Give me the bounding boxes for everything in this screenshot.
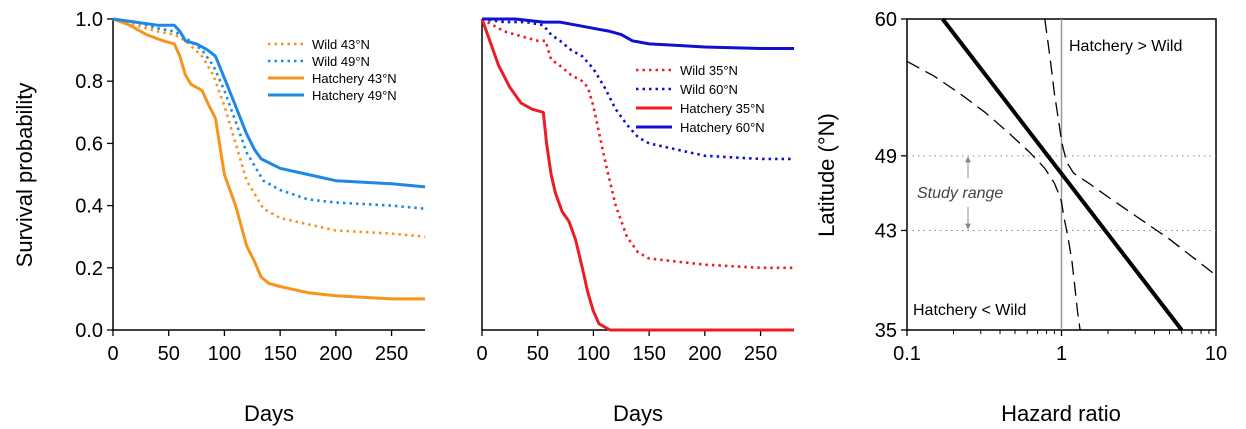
annotation-study-range: Study range [917, 185, 1003, 202]
legend-label-hatchery-35-n: Hatchery 35°N [680, 101, 765, 116]
x-tick-label: 250 [375, 343, 408, 365]
x-tick-label: 200 [688, 343, 721, 365]
x-axis-label: Hazard ratio [1001, 401, 1121, 426]
annotation-hatchery-less: Hatchery < Wild [913, 302, 1026, 319]
series-line-hatchery-35-n [480, 18, 794, 332]
y-tick-label: 1.0 [75, 9, 103, 31]
series-lines [112, 17, 426, 301]
hazard-estimate-line [941, 17, 1184, 332]
y-axis-label: Latitude (°N) [814, 113, 839, 237]
series-line-wild-49-n [112, 17, 426, 210]
x-tick-label: 0 [476, 343, 487, 365]
y-tick-label: 0.8 [75, 71, 103, 93]
x-axis-label: Days [613, 401, 663, 426]
panel-survival-middle: 0 50 100 150 200 250 Wild 35°N Wild 60°N Hatche… [476, 17, 794, 426]
y-tick-label: 49 [875, 146, 897, 168]
panel-hazard-ratio: 0.1 1 10 35 43 49 60 Hatchery > Wild Hatchery… [814, 9, 1227, 426]
x-ticks: 0 50 100 150 200 250 [107, 330, 408, 365]
y-axis-label: Survival probability [12, 83, 37, 268]
series-line-wild-43-n [112, 17, 426, 238]
legend-label-hatchery-43-n: Hatchery 43°N [312, 71, 397, 86]
y-tick-label: 0.6 [75, 133, 103, 155]
hazard-confidence-band-lower-right-line [1044, 18, 1217, 276]
x-tick-label: 150 [632, 343, 665, 365]
series-lines [906, 17, 1217, 332]
y-tick-label: 0.2 [75, 258, 103, 280]
y-tick-label: 43 [875, 220, 897, 242]
x-tick-label: 100 [577, 343, 610, 365]
y-ticks: 0.0 0.2 0.4 0.6 0.8 1.0 [75, 9, 113, 342]
y-tick-label: 0.0 [75, 320, 103, 342]
x-tick-label: 150 [263, 343, 296, 365]
series-line-hatchery-60-n [482, 17, 794, 50]
series-line-wild-35-n [481, 17, 794, 270]
x-tick-label: 250 [744, 343, 777, 365]
x-tick-label: 50 [158, 343, 180, 365]
x-ticks: 0 50 100 150 200 250 [476, 330, 777, 365]
x-tick-label: 1 [1056, 343, 1067, 365]
y-tick-label: 35 [875, 320, 897, 342]
x-tick-label: 0.1 [893, 343, 921, 365]
series-line-hatchery-49-n [112, 17, 426, 189]
x-ticks: 0.1 1 10 [893, 330, 1227, 365]
panel-survival-left: 0 50 100 150 200 250 0.0 0.2 0.4 0.6 0.8 1.0 Wild … [12, 9, 426, 426]
legend: Wild 35°N Wild 60°N Hatchery 35°N Hatchery … [636, 63, 765, 135]
legend-label-wild-60-n: Wild 60°N [680, 82, 738, 97]
x-tick-label: 200 [319, 343, 352, 365]
series-line-wild-60-n [481, 17, 794, 161]
x-tick-label: 50 [527, 343, 549, 365]
series-lines [480, 17, 794, 332]
legend-label-wild-43-n: Wild 43°N [312, 37, 370, 52]
axes-frame [481, 19, 794, 331]
legend: Wild 43°N Wild 49°N Hatchery 43°N Hatchery … [268, 37, 397, 103]
series-line-hatchery-43-n [112, 17, 425, 301]
legend-label-hatchery-60-n: Hatchery 60°N [680, 120, 765, 135]
hazard-confidence-band-upper-left-line [906, 60, 1081, 331]
x-tick-label: 10 [1205, 343, 1227, 365]
annotation-hatchery-greater: Hatchery > Wild [1069, 38, 1182, 55]
x-tick-label: 100 [208, 343, 241, 365]
y-tick-label: 0.4 [75, 196, 103, 218]
y-tick-label: 60 [875, 9, 897, 31]
x-axis-label: Days [244, 401, 294, 426]
legend-label-wild-49-n: Wild 49°N [312, 54, 370, 69]
x-tick-label: 0 [107, 343, 118, 365]
legend-label-hatchery-49-n: Hatchery 49°N [312, 88, 397, 103]
legend-label-wild-35-n: Wild 35°N [680, 63, 738, 78]
y-ticks: 35 43 49 60 [875, 9, 907, 342]
